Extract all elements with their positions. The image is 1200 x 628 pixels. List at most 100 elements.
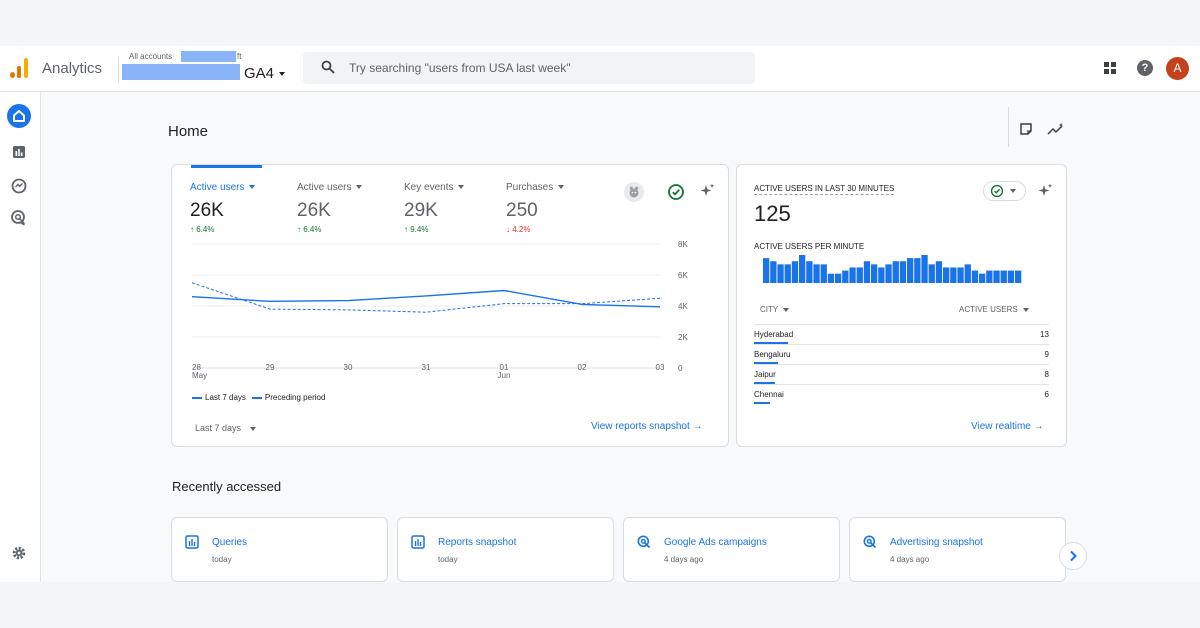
minute-bar <box>878 267 885 283</box>
x-tick-label: 30 <box>344 363 353 372</box>
table-row[interactable]: Chennai 6 <box>754 384 1049 405</box>
metric-value: 250 <box>506 200 538 221</box>
date-range-selector[interactable]: Last 7 days <box>195 423 257 433</box>
apps-grid-icon[interactable] <box>1103 61 1117 75</box>
city-share-bar <box>754 382 775 384</box>
analytics-logo-icon[interactable] <box>10 58 30 78</box>
metric-tab-active-users[interactable]: Active users 26K ↑ 6.4% <box>190 182 256 234</box>
minute-bar <box>935 261 943 283</box>
metric-tab-purchases[interactable]: Purchases 250 ↓ 4.2% <box>506 182 565 234</box>
table-row[interactable]: Bengaluru 9 <box>754 344 1049 365</box>
minute-bar <box>928 264 935 283</box>
recent-card-time: 4 days ago <box>664 555 704 564</box>
city-users: 13 <box>1040 330 1049 339</box>
minute-bar <box>921 255 928 283</box>
table-row[interactable]: Hyderabad 13 <box>754 324 1049 345</box>
minute-bar <box>957 267 964 283</box>
metric-tab-key-events[interactable]: Key events 29K ↑ 9.4% <box>404 182 465 234</box>
city-users: 9 <box>1044 350 1049 359</box>
reports-icon <box>185 535 199 549</box>
reports-icon[interactable] <box>7 140 31 164</box>
search-input[interactable]: Try searching "users from USA last week" <box>349 61 571 75</box>
top-bar: Analytics All accounts ft GA4 Try search… <box>0 46 1200 92</box>
explore-icon[interactable] <box>7 174 31 198</box>
redacted-property-name[interactable] <box>122 64 240 80</box>
check-circle-icon[interactable] <box>667 183 685 201</box>
city-header-label: CITY <box>760 305 779 314</box>
insights-icon[interactable] <box>1047 122 1065 136</box>
minute-bar <box>777 264 784 283</box>
metric-value: 26K <box>190 200 224 221</box>
metric-delta: ↓ 4.2% <box>506 225 531 234</box>
minute-bar <box>1015 270 1022 283</box>
help-icon[interactable]: ? <box>1137 60 1153 76</box>
table-row[interactable]: Jaipur 8 <box>754 364 1049 385</box>
city-name: Chennai <box>754 390 784 399</box>
recent-card-time: today <box>212 555 232 564</box>
legend-swatch-dashed <box>251 396 262 399</box>
metric-delta: ↑ 6.4% <box>190 225 215 234</box>
recent-card-time: today <box>438 555 458 564</box>
recent-card-advertising-snapshot[interactable]: Advertising snapshot 4 days ago <box>849 517 1066 582</box>
view-realtime-link[interactable]: View realtime → <box>971 421 1044 432</box>
avatar[interactable]: A <box>1166 57 1189 80</box>
chevron-down-icon <box>1010 189 1016 193</box>
city-column-header[interactable]: CITY <box>760 305 790 314</box>
realtime-value: 125 <box>754 201 791 226</box>
compare-icon[interactable] <box>624 182 644 202</box>
chart-legend: Last 7 days Preceding period <box>192 393 325 402</box>
minute-bar <box>979 273 986 283</box>
advertising-icon[interactable] <box>7 206 31 230</box>
recent-card-reports-snapshot[interactable]: Reports snapshot today <box>397 517 614 582</box>
view-reports-snapshot-link[interactable]: View reports snapshot → <box>591 421 703 432</box>
users-column-header[interactable]: ACTIVE USERS <box>959 305 1029 314</box>
analytics-app: Analytics All accounts ft GA4 Try search… <box>0 46 1200 582</box>
users-header-label: ACTIVE USERS <box>959 305 1018 314</box>
search-bar[interactable]: Try searching "users from USA last week" <box>303 52 755 84</box>
account-breadcrumb[interactable]: All accounts <box>129 52 173 61</box>
recent-card-queries[interactable]: Queries today <box>171 517 388 582</box>
legend-label-previous: Preceding period <box>264 393 326 403</box>
recent-card-google-ads-campaigns[interactable]: Google Ads campaigns 4 days ago <box>623 517 840 582</box>
selected-tab-indicator <box>191 165 262 168</box>
metric-delta: ↑ 6.4% <box>297 225 322 234</box>
redacted-account-name <box>181 51 236 62</box>
realtime-status-chip[interactable] <box>983 181 1026 201</box>
recent-next-button[interactable] <box>1059 542 1087 570</box>
minute-bar <box>827 273 835 283</box>
advertising-icon <box>637 535 651 549</box>
minute-bar <box>885 264 892 283</box>
metric-value: 26K <box>297 200 331 221</box>
chevron-down-icon <box>249 185 256 190</box>
minute-bar <box>914 258 921 283</box>
app-name[interactable]: Analytics <box>42 60 103 77</box>
city-share-bar <box>754 342 788 344</box>
per-minute-bar-chart <box>763 255 1022 283</box>
outer-background-top <box>0 0 1200 46</box>
minute-bar <box>993 270 1000 283</box>
x-tick-label: 02 <box>578 363 587 372</box>
sparkle-icon[interactable] <box>698 182 716 200</box>
recent-card-title: Advertising snapshot <box>890 537 983 548</box>
minute-bar <box>943 267 950 283</box>
metric-label: Active users <box>297 182 352 193</box>
sparkle-icon[interactable] <box>1036 182 1054 200</box>
search-icon <box>321 60 335 74</box>
chevron-down-icon <box>458 185 465 190</box>
realtime-title[interactable]: ACTIVE USERS IN LAST 30 MINUTES <box>754 184 895 195</box>
y-tick-label: 0 <box>678 364 683 373</box>
realtime-card: ACTIVE USERS IN LAST 30 MINUTES 125 ACTI… <box>736 164 1067 447</box>
notes-icon[interactable] <box>1019 122 1033 136</box>
gear-icon[interactable] <box>11 545 27 561</box>
recent-card-time: 4 days ago <box>890 555 930 564</box>
property-selector[interactable]: GA4 <box>244 65 286 82</box>
minute-bar <box>899 261 907 283</box>
outer-background-bottom <box>0 582 1200 628</box>
chevron-down-icon <box>1022 307 1029 312</box>
minute-bar <box>863 261 871 283</box>
city-share-bar <box>754 362 778 364</box>
city-name: Jaipur <box>754 370 776 379</box>
nav-home[interactable] <box>7 104 31 128</box>
metric-tab-active-users-2[interactable]: Active users 26K ↑ 6.4% <box>297 182 363 234</box>
minute-bar <box>842 270 849 283</box>
